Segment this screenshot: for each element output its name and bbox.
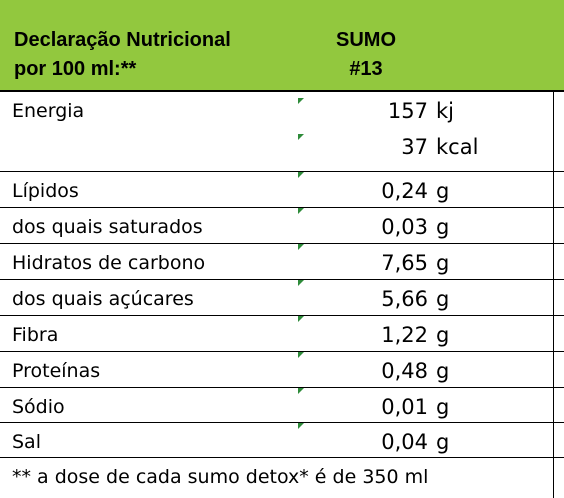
cell-marker-icon xyxy=(298,98,304,104)
table-row: dos quais açúcares 5,66 g xyxy=(0,280,564,316)
table-row: Proteínas 0,48 g xyxy=(0,352,564,388)
row-label: Hidratos de carbono xyxy=(12,252,206,274)
cell-marker-icon xyxy=(298,208,304,214)
cell-marker-icon xyxy=(298,316,304,322)
row-value: 0,04 xyxy=(381,430,428,454)
table-row: Fibra 1,22 g xyxy=(0,316,564,352)
row-label: dos quais saturados xyxy=(12,216,203,238)
header-product: SUMO #13 xyxy=(318,26,414,84)
row-value: 7,65 xyxy=(381,251,428,275)
row-value: 157 xyxy=(387,99,428,123)
header-product-line2: #13 xyxy=(349,58,383,80)
row-unit: g xyxy=(436,323,450,347)
row-value: 0,24 xyxy=(381,179,428,203)
row-unit: g xyxy=(436,395,450,419)
table-row: Sal 0,04 g xyxy=(0,423,564,458)
cell-marker-icon xyxy=(298,280,304,286)
cell-marker-icon xyxy=(298,352,304,358)
row-unit-secondary: kcal xyxy=(436,135,479,159)
header-title: Declaração Nutricional por 100 ml:** xyxy=(14,26,231,84)
row-unit: g xyxy=(436,287,450,311)
row-label: Proteínas xyxy=(12,360,101,382)
row-unit: g xyxy=(436,179,450,203)
cell-marker-icon xyxy=(298,134,304,140)
row-value: 5,66 xyxy=(381,287,428,311)
header-title-line2: por 100 ml:** xyxy=(14,58,137,80)
row-label: Lípidos xyxy=(12,180,79,202)
table-row-energy: Energia 157 kj 37 kcal xyxy=(0,92,564,172)
row-label: Sal xyxy=(12,431,41,453)
header-product-line1: SUMO xyxy=(336,29,396,51)
table-right-border xyxy=(553,92,554,498)
cell-marker-icon xyxy=(298,244,304,250)
cell-marker-icon xyxy=(298,172,304,178)
footnote-text: ** a dose de cada sumo detox* é de 350 m… xyxy=(12,466,429,488)
table-row: Sódio 0,01 g xyxy=(0,388,564,423)
cell-marker-icon xyxy=(298,388,304,394)
row-unit: kj xyxy=(436,99,454,123)
row-unit: g xyxy=(436,359,450,383)
row-value: 0,48 xyxy=(381,359,428,383)
row-label: dos quais açúcares xyxy=(12,288,194,310)
row-label: Fibra xyxy=(12,324,59,346)
row-label: Energia xyxy=(12,100,85,122)
footnote: ** a dose de cada sumo detox* é de 350 m… xyxy=(0,458,553,498)
row-value-secondary: 37 xyxy=(401,135,428,159)
row-label: Sódio xyxy=(12,396,65,418)
row-value: 0,03 xyxy=(381,215,428,239)
row-value: 0,01 xyxy=(381,395,428,419)
row-unit: g xyxy=(436,215,450,239)
table-row: dos quais saturados 0,03 g xyxy=(0,208,564,244)
row-unit: g xyxy=(436,430,450,454)
header-title-line1: Declaração Nutricional xyxy=(14,29,231,51)
cell-marker-icon xyxy=(298,423,304,429)
table-header: Declaração Nutricional por 100 ml:** SUM… xyxy=(0,0,564,92)
row-unit: g xyxy=(436,251,450,275)
row-value: 1,22 xyxy=(381,323,428,347)
table-row: Lípidos 0,24 g xyxy=(0,172,564,208)
table-row: Hidratos de carbono 7,65 g xyxy=(0,244,564,280)
